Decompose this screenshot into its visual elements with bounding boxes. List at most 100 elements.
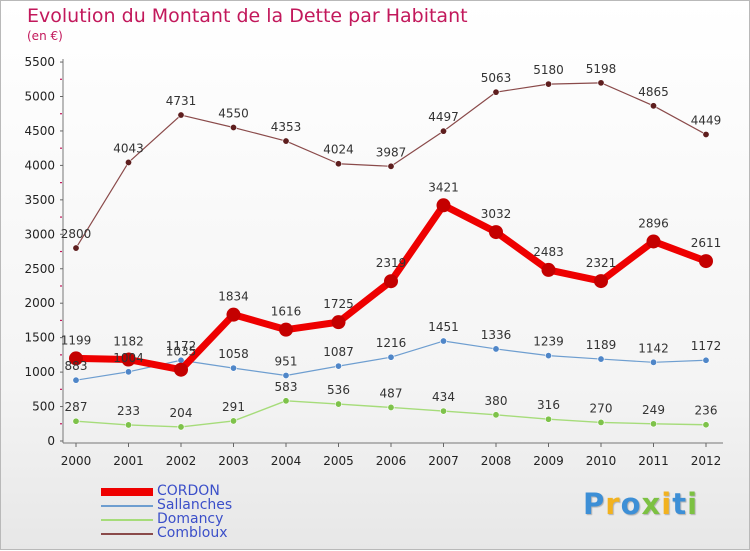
legend-item-sallanches: Sallanches [101, 497, 401, 513]
data-label-combloux: 4353 [271, 120, 302, 134]
data-label-sallanches: 1189 [586, 338, 617, 352]
legend-label: Domancy [157, 511, 224, 527]
data-label-cordon: 1199 [61, 333, 92, 347]
data-point-sallanches [387, 353, 395, 361]
data-point-combloux [702, 130, 710, 138]
y-tick-label: 4500 [24, 124, 55, 138]
data-point-cordon [699, 254, 713, 269]
x-tick-label: 2012 [691, 454, 722, 468]
data-label-cordon: 2321 [586, 256, 617, 270]
data-point-combloux [492, 88, 500, 96]
data-label-sallanches: 1087 [323, 345, 354, 359]
legend-swatch [101, 519, 153, 521]
data-label-domancy: 236 [695, 404, 718, 418]
data-point-cordon [384, 274, 398, 289]
y-tick-label: 1500 [24, 331, 55, 345]
data-label-combloux: 4731 [166, 94, 197, 108]
logo-letter: P [583, 487, 606, 521]
data-label-domancy: 434 [432, 390, 455, 404]
chart-title: Evolution du Montant de la Dette par Hab… [27, 5, 468, 27]
data-point-combloux [597, 79, 605, 87]
legend-label: Combloux [157, 525, 228, 541]
data-label-combloux: 4865 [638, 85, 669, 99]
data-point-combloux [439, 127, 447, 135]
data-label-combloux: 4043 [113, 141, 144, 155]
data-label-cordon: 2896 [638, 216, 669, 230]
x-tick-label: 2010 [586, 454, 617, 468]
data-point-cordon [226, 307, 241, 322]
data-point-cordon [436, 198, 451, 213]
data-label-sallanches: 1172 [166, 339, 197, 353]
data-point-domancy [125, 421, 133, 429]
data-point-cordon [174, 362, 188, 377]
data-label-cordon: 1616 [271, 305, 302, 319]
logo-letter: i [661, 487, 673, 521]
data-label-domancy: 270 [590, 401, 613, 415]
x-tick-label: 2000 [61, 454, 92, 468]
data-label-sallanches: 1336 [481, 328, 512, 342]
data-label-cordon: 3421 [428, 180, 459, 194]
y-tick-label: 2500 [24, 262, 55, 276]
data-label-cordon: 1725 [323, 297, 354, 311]
legend-item-cordon: CORDON [101, 483, 401, 499]
data-point-sallanches [492, 345, 500, 353]
data-point-combloux [282, 137, 290, 145]
data-label-sallanches: 1172 [691, 339, 722, 353]
legend-item-combloux: Combloux [101, 525, 401, 541]
data-point-domancy [230, 417, 238, 425]
legend: CORDON Sallanches Domancy Combloux [101, 483, 401, 541]
data-point-combloux [334, 160, 342, 168]
legend-swatch [101, 533, 153, 535]
x-tick-label: 2008 [481, 454, 512, 468]
legend-label: CORDON [157, 483, 220, 499]
data-label-domancy: 316 [537, 398, 560, 412]
y-tick-label: 5000 [24, 90, 55, 104]
data-point-domancy [439, 407, 447, 415]
data-point-domancy [649, 420, 657, 428]
data-point-combloux [72, 244, 80, 252]
data-label-cordon: 1834 [218, 290, 249, 304]
data-point-sallanches [230, 364, 238, 372]
x-tick-label: 2009 [533, 454, 564, 468]
data-label-combloux: 2800 [61, 227, 92, 241]
data-label-cordon: 2611 [691, 236, 722, 250]
data-label-sallanches: 1004 [113, 351, 144, 365]
data-point-sallanches [72, 376, 80, 384]
legend-swatch [101, 505, 153, 507]
data-label-cordon: 1182 [113, 335, 144, 349]
x-tick-label: 2004 [271, 454, 302, 468]
data-label-domancy: 204 [170, 406, 193, 420]
data-label-domancy: 291 [222, 400, 245, 414]
data-point-combloux [230, 124, 238, 132]
data-label-combloux: 4449 [691, 113, 722, 127]
data-point-cordon [489, 225, 503, 240]
x-tick-label: 2005 [323, 454, 354, 468]
legend-label: Sallanches [157, 497, 233, 513]
logo-letter: i [687, 487, 699, 521]
data-point-domancy [334, 400, 342, 408]
y-tick-label: 0 [47, 434, 55, 448]
data-point-domancy [282, 397, 290, 405]
data-label-combloux: 5063 [481, 71, 512, 85]
logo-letter: t [672, 487, 688, 521]
data-point-domancy [72, 417, 80, 425]
data-point-cordon [541, 262, 556, 277]
data-point-combloux [387, 162, 395, 170]
data-label-cordon: 2319 [376, 256, 407, 270]
data-label-combloux: 3987 [376, 145, 407, 159]
legend-item-domancy: Domancy [101, 511, 401, 527]
data-point-sallanches [702, 356, 710, 364]
data-label-sallanches: 1142 [638, 341, 669, 355]
data-label-domancy: 380 [485, 394, 508, 408]
data-label-sallanches: 951 [275, 354, 298, 368]
data-label-combloux: 5198 [586, 62, 617, 76]
data-label-sallanches: 1058 [218, 347, 249, 361]
data-point-domancy [544, 415, 552, 423]
data-label-combloux: 5180 [533, 63, 564, 77]
data-point-sallanches [125, 368, 133, 376]
x-tick-label: 2011 [638, 454, 669, 468]
data-point-domancy [177, 423, 185, 431]
data-label-domancy: 249 [642, 403, 665, 417]
data-point-cordon [121, 352, 136, 367]
